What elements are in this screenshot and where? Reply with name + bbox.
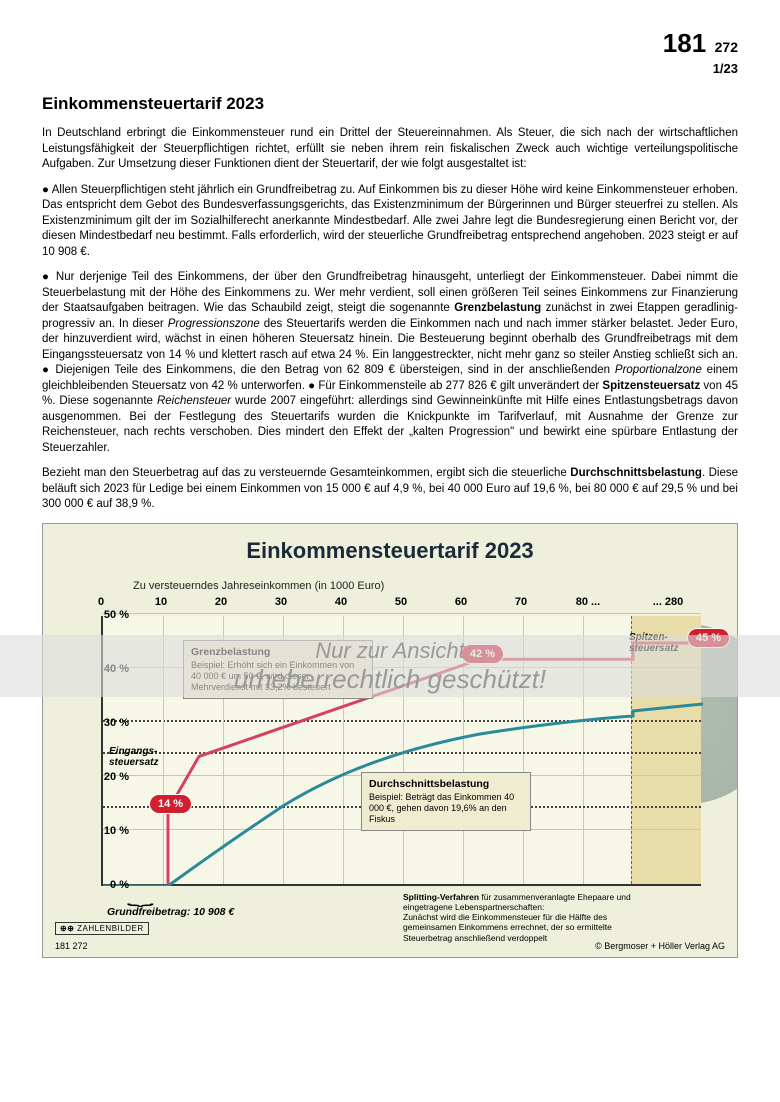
durchschnittsbelastung-box: Durchschnittsbelastung Beispiel: Beträgt… [361,772,531,831]
page-title: Einkommensteuertarif 2023 [42,94,738,114]
spitzensteuersatz-label: Spitzen- steuersatz [629,632,678,654]
x-tick-280: ... 280 [653,596,684,608]
x-tick-10: 10 [155,596,167,608]
x-tick-50: 50 [395,596,407,608]
eingangssteuersatz-label: Eingangs- steuersatz [109,746,158,768]
zahlenbilder-logo: ⊕⊕ ZAHLENBILDER [55,922,149,935]
x-tick-60: 60 [455,596,467,608]
intro-paragraph: In Deutschland erbringt die Einkommenste… [42,126,738,173]
chart-title: Einkommensteuertarif 2023 [43,524,737,564]
y-tick-0: 0 % [89,879,129,891]
y-tick-50: 50 % [89,609,129,621]
x-tick-0: 0 [98,596,104,608]
x-tick-30: 30 [275,596,287,608]
y-tick-10: 10 % [89,825,129,837]
page-number-big: 181 [663,28,706,58]
page-header: 181 272 1/23 [42,28,738,76]
grundfreibetrag-label: Grundfreibetrag: 10 908 € [107,906,234,918]
x-tick-20: 20 [215,596,227,608]
chart-subtitle: Zu versteuerndes Jahreseinkommen (in 100… [133,580,384,592]
bullet-paragraph-2: ● Nur derjenige Teil des Einkommens, der… [42,270,738,456]
y-tick-30: 30 % [89,717,129,729]
page-number-small: 272 [715,39,738,55]
y-tick-20: 20 % [89,771,129,783]
y-tick-40: 40 % [89,663,129,675]
splitting-info: Splitting-Verfahren für zusammenveranlag… [403,892,643,943]
grundfreibetrag-brace: ⏟ [127,886,154,907]
final-paragraph: Bezieht man den Steuerbetrag auf das zu … [42,466,738,513]
badge-42: 42 % [461,644,504,664]
x-tick-80: 80 ... [576,596,600,608]
grenzbelastung-box: Grenzbelastung Beispiel: Erhöht sich ein… [183,640,373,699]
page-date: 1/23 [42,61,738,76]
bullet-paragraph-1: ● Allen Steuerpflichtigen steht jährlich… [42,183,738,261]
x-tick-70: 70 [515,596,527,608]
tax-chart: Einkommensteuertarif 2023 Zu versteuernd… [42,523,738,958]
x-tick-40: 40 [335,596,347,608]
badge-45: 45 % [687,628,730,648]
chart-footer-left: 181 272 [55,941,88,951]
badge-14: 14 % [149,794,192,814]
chart-footer-right: © Bergmoser + Höller Verlag AG [595,941,725,951]
